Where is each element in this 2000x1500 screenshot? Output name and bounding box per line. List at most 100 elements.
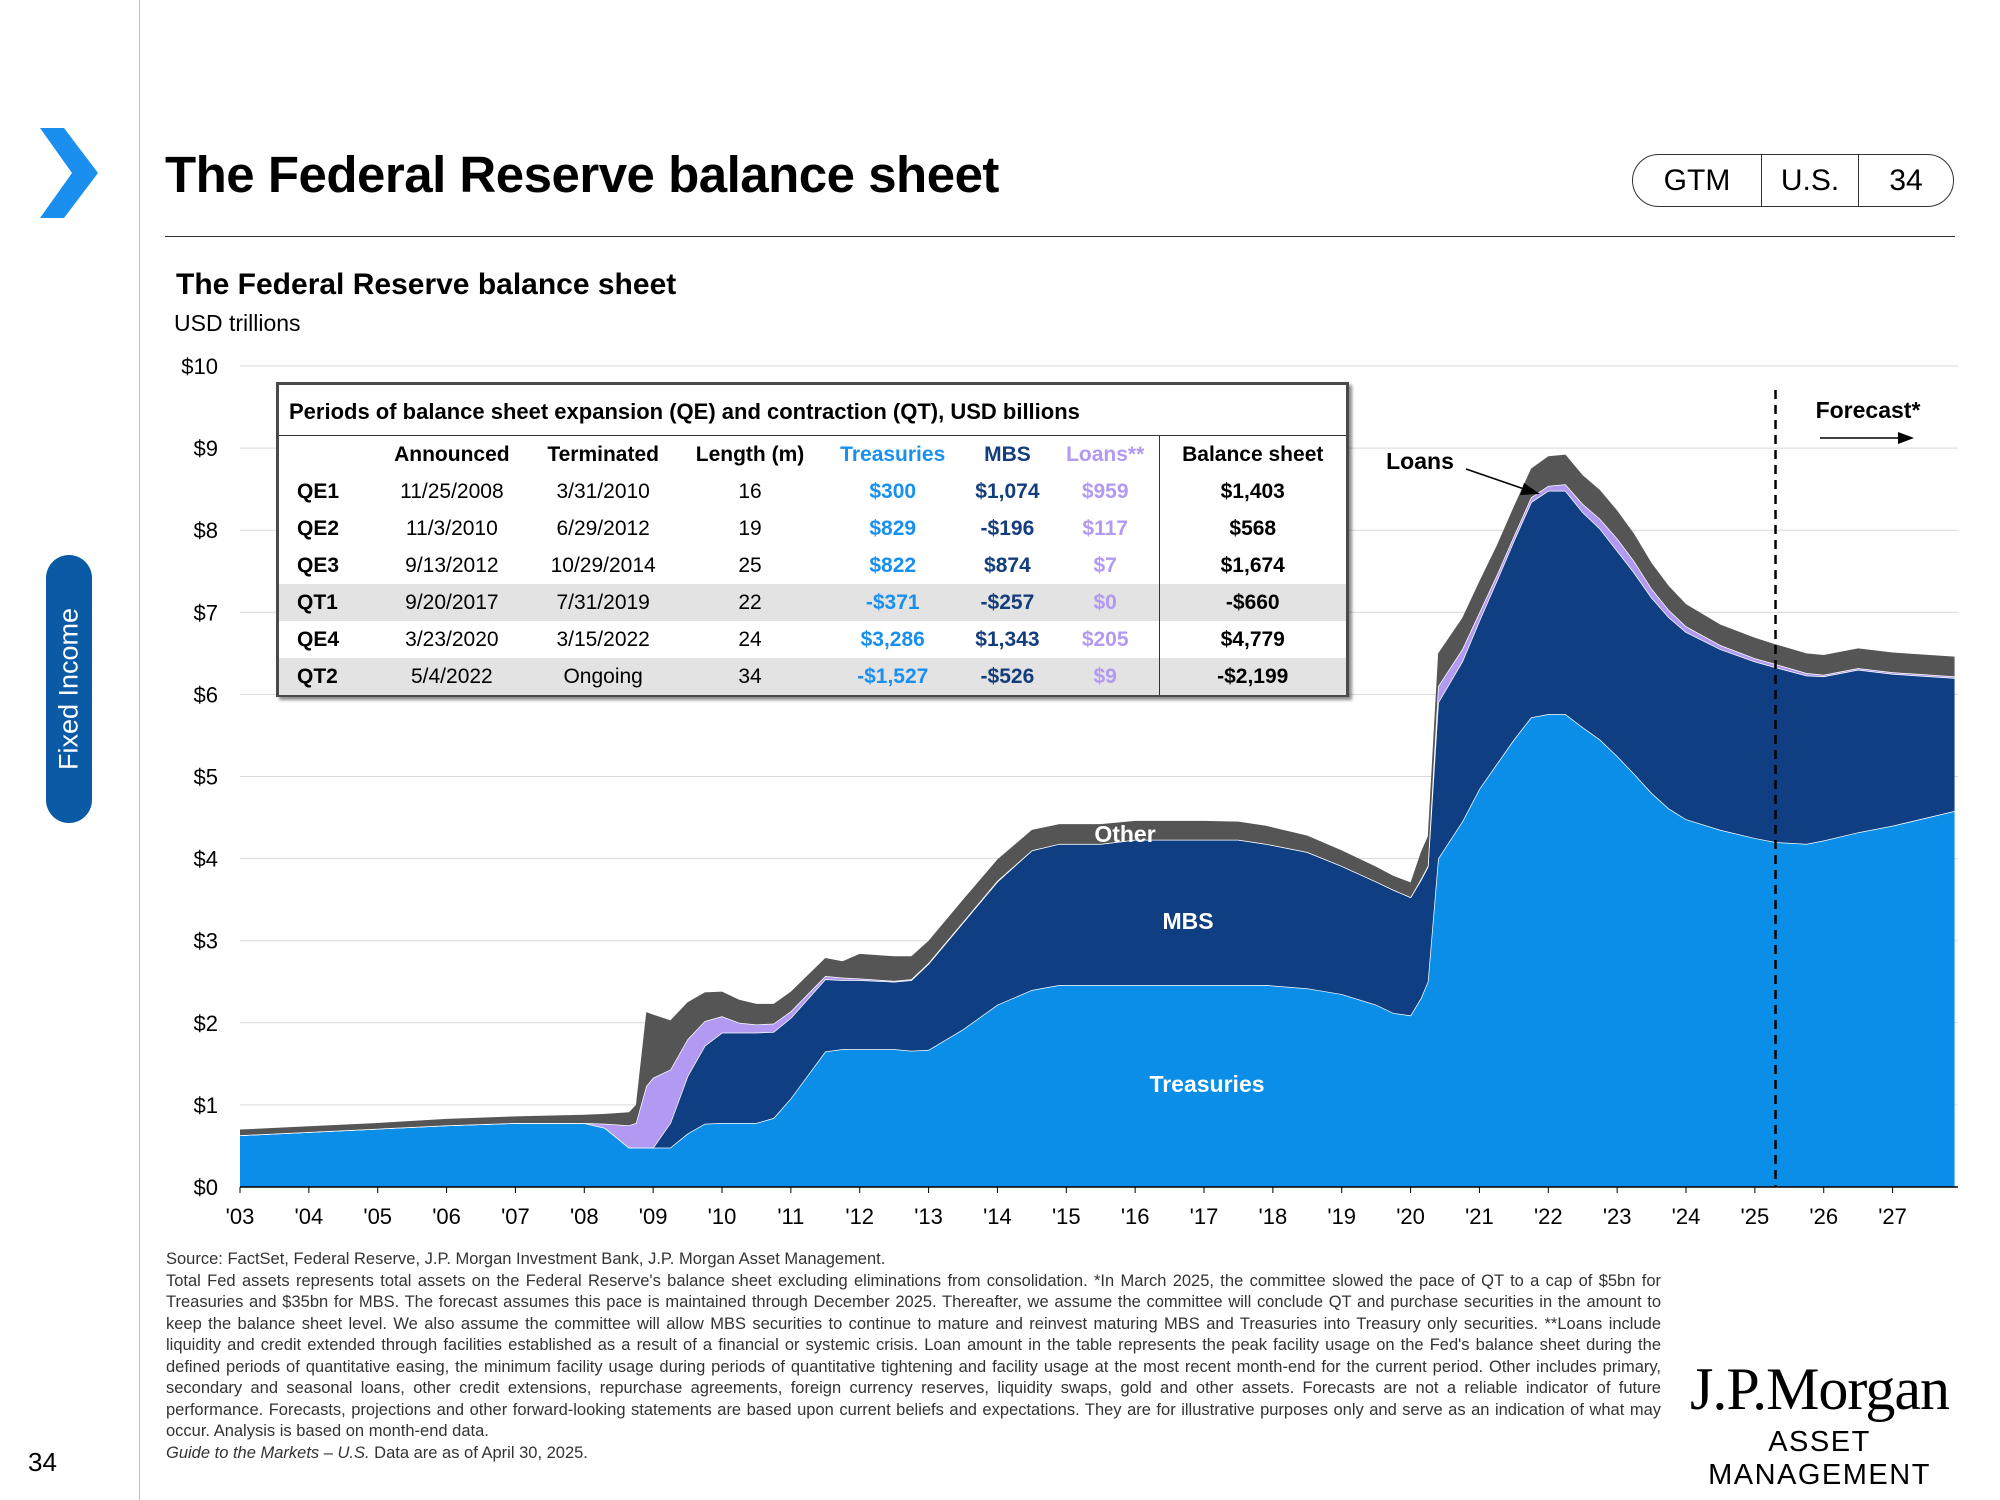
length-cell: 24 — [738, 627, 762, 651]
length-cell: 19 — [738, 516, 762, 540]
terminated-cell: 3/31/2010 — [556, 479, 650, 503]
length-cell: 25 — [738, 553, 762, 577]
treasuries-cell: $822 — [869, 553, 917, 577]
x-tick-label: '10 — [708, 1204, 737, 1229]
col-header-mbs: MBS — [984, 442, 1031, 466]
x-tick-label: '08 — [570, 1204, 599, 1229]
pill-region: U.S. — [1762, 155, 1859, 206]
col-header-terminated: Terminated — [547, 442, 659, 466]
x-tick-label: '07 — [501, 1204, 530, 1229]
y-tick-label: $10 — [181, 354, 218, 379]
balance-sheet-cell: $1,403 — [1158, 473, 1346, 510]
chart-subtitle: USD trillions — [174, 310, 301, 336]
area-label-other: Other — [1094, 821, 1155, 847]
area-label-loans: Loans — [1386, 448, 1454, 474]
left-divider-line — [139, 0, 140, 1500]
loans-cell: $959 — [1081, 479, 1129, 503]
announced-cell: 11/25/2008 — [400, 479, 504, 503]
area-mbs — [240, 490, 1955, 1148]
x-tick-label: '22 — [1534, 1204, 1563, 1229]
col-header-label — [279, 436, 375, 474]
chevron-right-icon — [40, 128, 98, 218]
terminated-cell: 7/31/2019 — [528, 584, 678, 621]
y-tick-label: $1 — [194, 1093, 218, 1118]
mbs-cell: $1,074 — [975, 479, 1040, 503]
x-tick-label: '16 — [1121, 1204, 1150, 1229]
table-row: QE4 3/23/2020 3/15/2022 24 $3,286 $1,343 $205 $… — [279, 621, 1346, 658]
section-tab-fixed-income[interactable]: Fixed Income — [46, 555, 92, 823]
x-tick-label: '05 — [363, 1204, 392, 1229]
announced-cell: 5/4/2022 — [375, 658, 529, 695]
announced-cell: 3/23/2020 — [405, 627, 499, 651]
x-tick-label: '11 — [777, 1204, 804, 1229]
table-row: QE2 11/3/2010 6/29/2012 19 $829 -$196 $117 $568 — [279, 510, 1346, 547]
area-label-treasuries: Treasuries — [1149, 1071, 1264, 1097]
x-tick-label: '27 — [1878, 1204, 1907, 1229]
page-number: 34 — [28, 1447, 57, 1477]
treasuries-cell: $300 — [869, 479, 917, 503]
balance-sheet-cell: $1,674 — [1158, 547, 1346, 584]
loans-cell: $7 — [1093, 553, 1117, 577]
treasuries-cell: -$371 — [822, 584, 963, 621]
mbs-cell: $1,343 — [975, 627, 1040, 651]
col-header-announced: Announced — [394, 442, 510, 466]
logo-tagline: ASSET MANAGEMENT — [1708, 1426, 1931, 1491]
mbs-cell: -$526 — [962, 658, 1052, 695]
x-tick-label: '23 — [1603, 1204, 1632, 1229]
footnotes: Source: FactSet, Federal Reserve, J.P. M… — [166, 1249, 1661, 1464]
y-tick-label: $8 — [194, 518, 218, 543]
balance-sheet-cell: -$660 — [1158, 584, 1346, 621]
chart-title: The Federal Reserve balance sheet — [176, 268, 677, 301]
x-tick-label: '13 — [914, 1204, 943, 1229]
x-tick-label: '06 — [432, 1204, 461, 1229]
pill-page: 34 — [1889, 163, 1923, 197]
balance-sheet-cell: -$2,199 — [1158, 658, 1346, 695]
y-tick-label: $3 — [194, 929, 218, 954]
source-note: Source: FactSet, Federal Reserve, J.P. M… — [166, 1250, 886, 1268]
terminated-cell: Ongoing — [528, 658, 678, 695]
col-header-balance-sheet: Balance sheet — [1158, 435, 1346, 473]
loans-cell: $205 — [1081, 627, 1129, 651]
loans-cell: $9 — [1051, 658, 1159, 695]
loans-cell: $0 — [1051, 584, 1159, 621]
loans-cell: $117 — [1082, 516, 1128, 540]
col-header-length: Length (m) — [695, 442, 805, 466]
y-tick-label: $5 — [194, 765, 218, 790]
row-label: QE2 — [297, 516, 340, 540]
balance-sheet-cell: $4,779 — [1158, 621, 1346, 658]
announced-cell: 9/20/2017 — [375, 584, 529, 621]
table-row: QT1 9/20/2017 7/31/2019 22 -$371 -$257 $0 -$660 — [279, 584, 1346, 621]
y-tick-label: $6 — [194, 682, 218, 707]
area-treasuries — [240, 714, 1955, 1187]
x-tick-label: '18 — [1259, 1204, 1288, 1229]
x-tick-label: '03 — [226, 1204, 255, 1229]
data-as-of-note: Guide to the Markets – U.S. Data are as … — [166, 1443, 1661, 1465]
x-tick-label: '12 — [845, 1204, 874, 1229]
guide-pill: GTM U.S. 34 — [1632, 154, 1954, 207]
col-header-treasuries: Treasuries — [840, 442, 946, 466]
loans-callout-line — [1465, 468, 1531, 492]
announced-cell: 9/13/2012 — [405, 553, 499, 577]
pill-gtm: GTM — [1633, 155, 1762, 206]
y-tick-label: $7 — [194, 600, 218, 625]
x-tick-label: '19 — [1327, 1204, 1356, 1229]
length-cell: 22 — [677, 584, 823, 621]
terminated-cell: 10/29/2014 — [550, 553, 656, 577]
row-label: QT1 — [279, 584, 375, 621]
loans-callout-arrow — [1520, 483, 1540, 495]
length-cell: 16 — [738, 479, 762, 503]
y-tick-label: $9 — [194, 436, 218, 461]
y-tick-label: $0 — [194, 1175, 218, 1200]
row-label: QE1 — [297, 479, 340, 503]
x-tick-label: '09 — [639, 1204, 668, 1229]
mbs-cell: -$257 — [962, 584, 1052, 621]
forecast-arrow-head — [1898, 432, 1914, 444]
mbs-cell: $874 — [984, 553, 1031, 577]
jpmorgan-logo: J.P.Morgan ASSET MANAGEMENT — [1682, 1355, 1957, 1492]
x-tick-label: '25 — [1741, 1204, 1770, 1229]
mbs-cell: -$196 — [980, 516, 1035, 540]
x-tick-label: '24 — [1672, 1204, 1701, 1229]
length-cell: 34 — [677, 658, 823, 695]
row-label: QE4 — [297, 627, 340, 651]
